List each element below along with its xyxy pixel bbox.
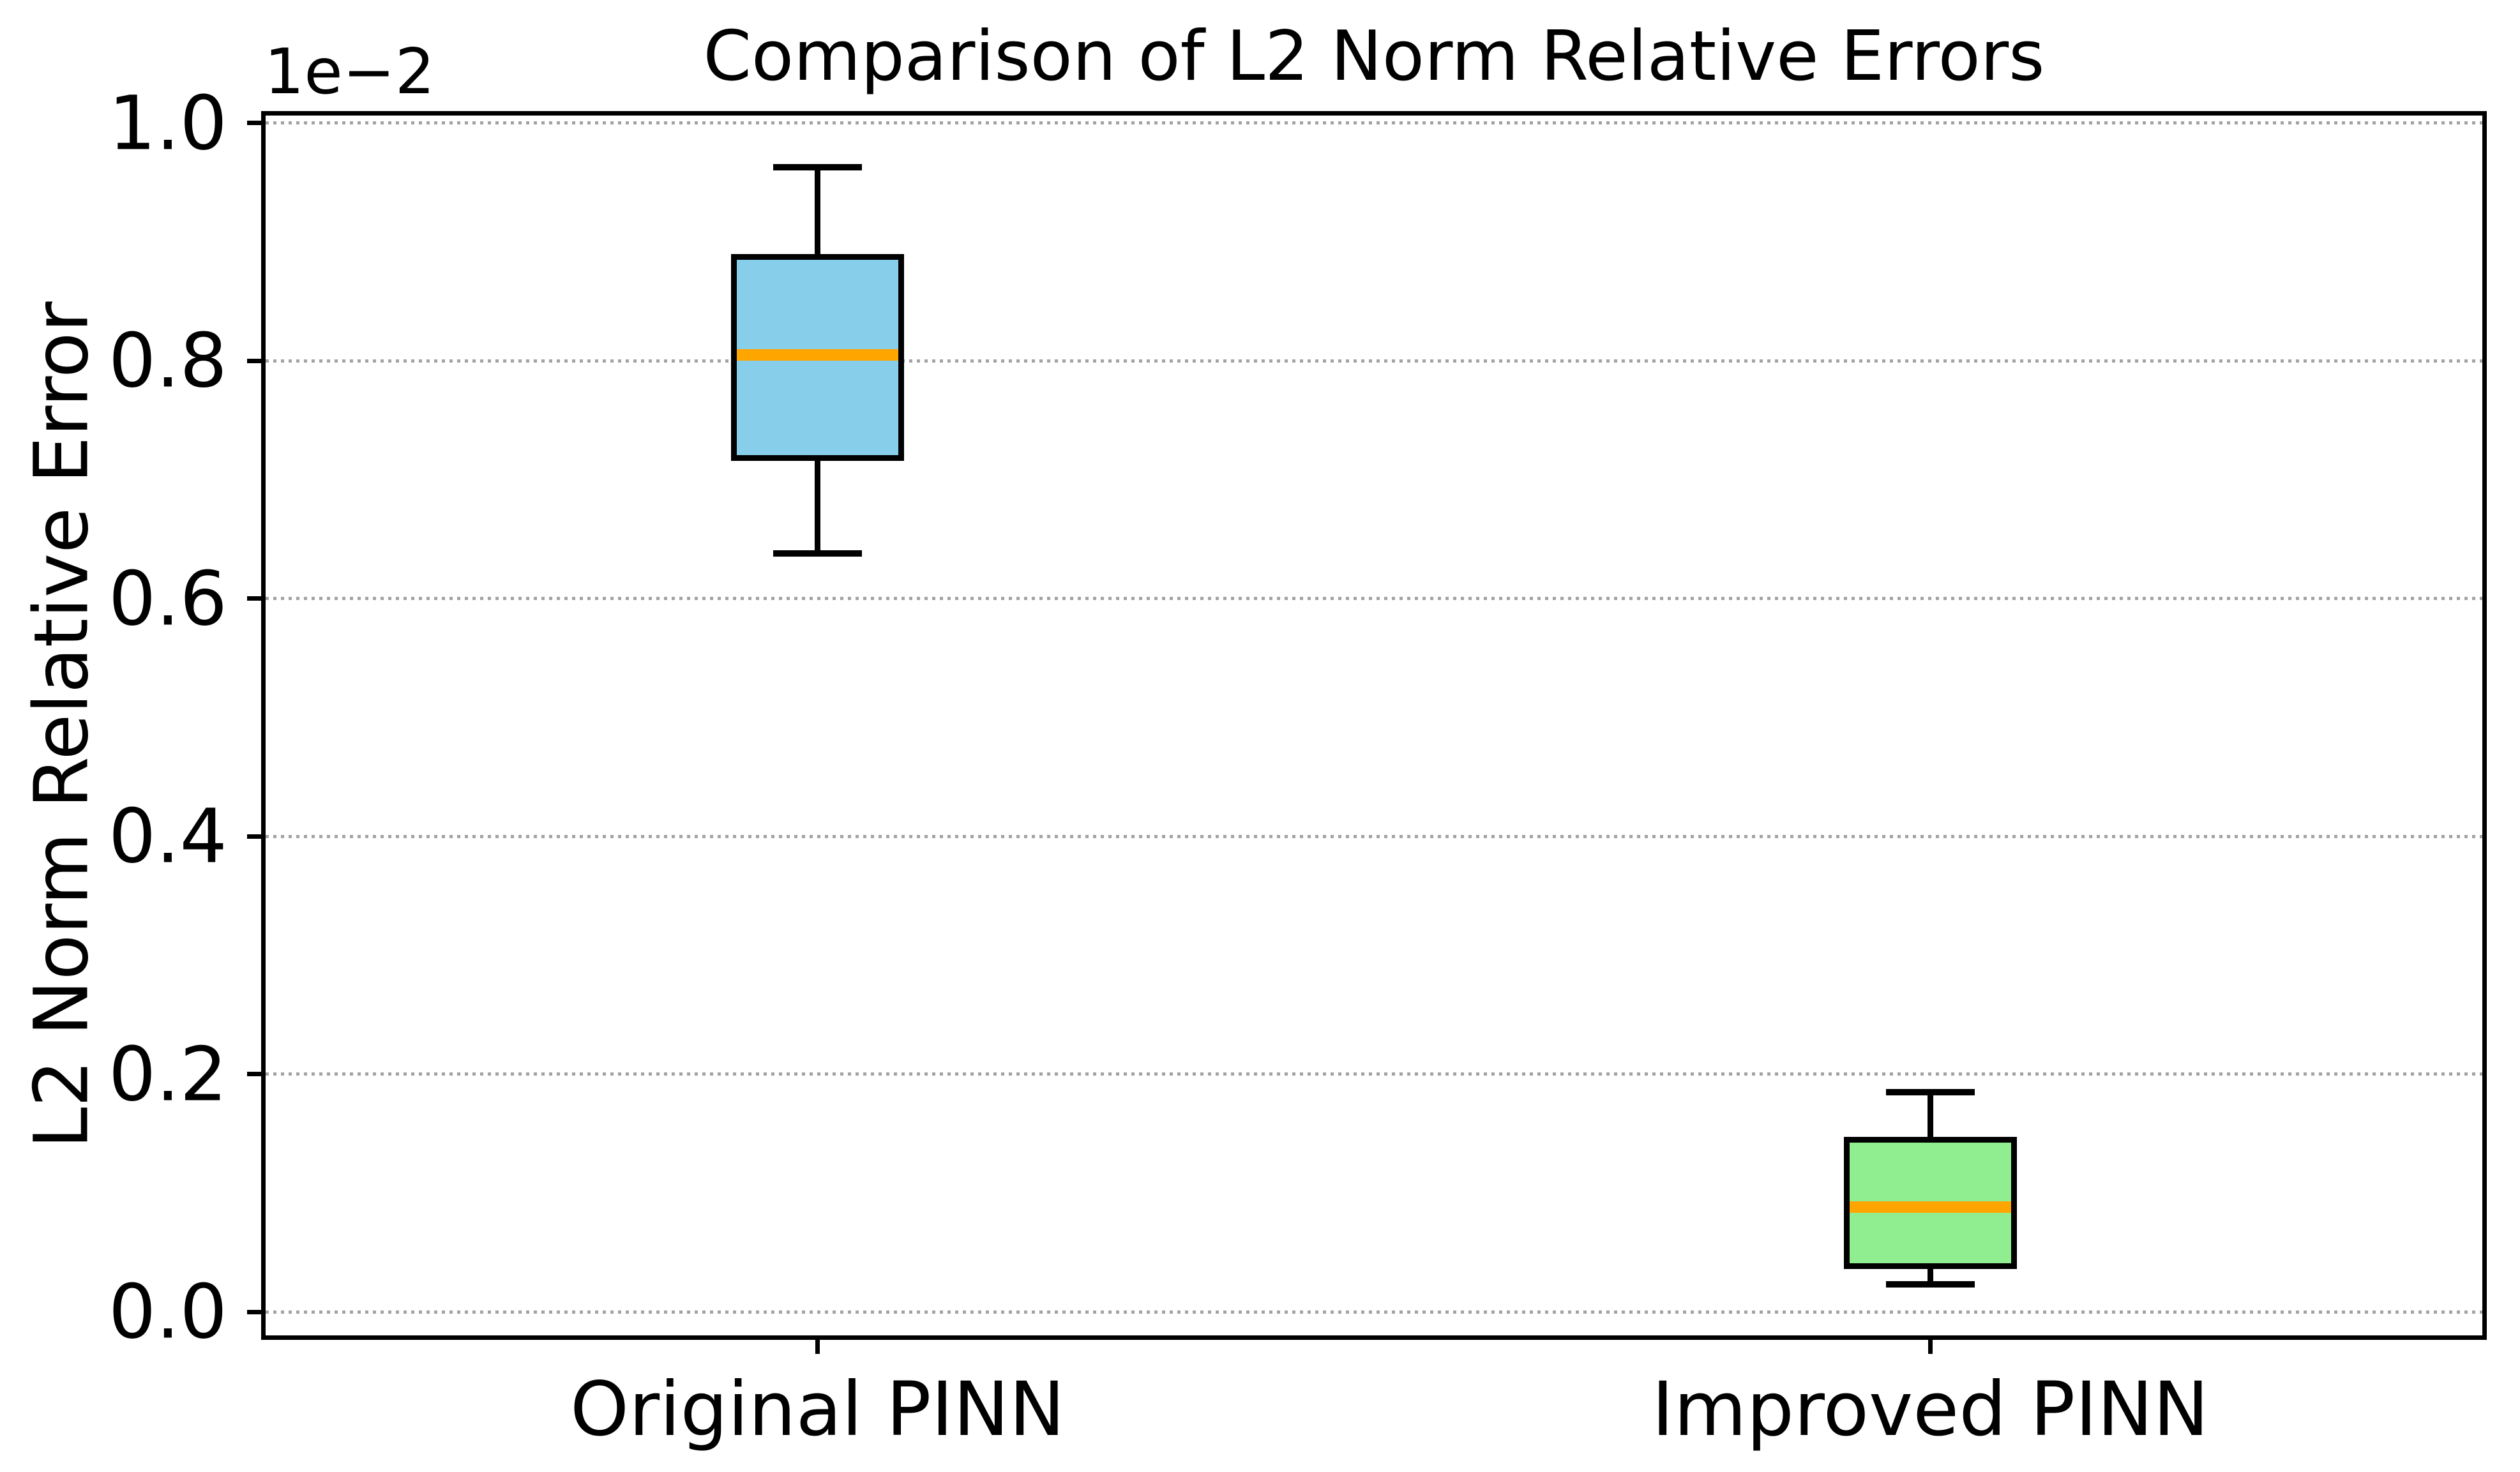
x-tick-label: Improved PINN (1652, 1367, 2209, 1453)
y-tick-label: 0.2 (0, 1037, 227, 1111)
y-tick-mark (247, 596, 261, 601)
y-tick-mark (247, 834, 261, 839)
x-tick-mark (1928, 1340, 1933, 1354)
x-tick-label: Original PINN (570, 1367, 1065, 1453)
boxplot-figure: Comparison of L2 Norm Relative Errors 1e… (0, 0, 2520, 1472)
y-tick-label: 0.8 (0, 324, 227, 398)
y-tick-mark (247, 121, 261, 125)
y-tick-label: 0.4 (0, 799, 227, 874)
chart-title: Comparison of L2 Norm Relative Errors (261, 19, 2487, 95)
y-tick-mark (247, 1310, 261, 1314)
y-tick-label: 0.0 (0, 1275, 227, 1349)
y-axis-label: L2 Norm Relative Error (24, 301, 99, 1148)
x-tick-mark (815, 1340, 820, 1354)
y-axis-offset-label: 1e−2 (264, 41, 435, 103)
y-tick-mark (247, 359, 261, 363)
y-tick-label: 1.0 (0, 86, 227, 160)
y-tick-label: 0.6 (0, 561, 227, 636)
plot-area (261, 111, 2487, 1340)
y-tick-mark (247, 1072, 261, 1076)
